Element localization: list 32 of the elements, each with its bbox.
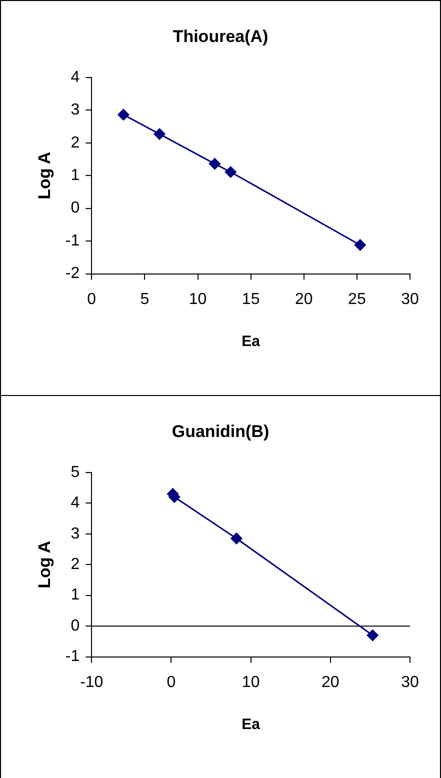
x-axis-title: Ea <box>242 333 261 350</box>
x-tick-label: 25 <box>348 290 366 308</box>
x-tick-label: -10 <box>80 674 104 691</box>
x-tick-label: 20 <box>322 674 340 691</box>
y-tick-label: 2 <box>70 556 80 574</box>
x-tick-label: 30 <box>401 674 419 691</box>
x-axis-title: Ea <box>242 716 261 734</box>
y-axis-title: Log A <box>34 152 54 200</box>
y-tick-label: 4 <box>70 68 80 86</box>
x-tick-label: 0 <box>87 290 96 308</box>
y-tick-label: 4 <box>70 494 80 512</box>
x-tick-label: 5 <box>140 290 150 308</box>
chart-title: Guanidin(B) <box>172 422 270 441</box>
y-axis-title: Log A <box>34 540 54 588</box>
x-tick-label: 15 <box>242 290 260 308</box>
y-tick-label: -1 <box>65 232 80 250</box>
y-tick-label: 1 <box>70 167 80 184</box>
y-tick-label: -2 <box>65 265 80 282</box>
y-tick-label: 3 <box>70 102 80 119</box>
x-tick-label: 30 <box>401 290 419 308</box>
y-tick-label: 0 <box>70 617 80 634</box>
y-tick-label: -1 <box>65 648 80 666</box>
x-tick-label: 10 <box>188 290 207 308</box>
y-tick-label: 3 <box>70 525 80 542</box>
y-tick-label: 0 <box>70 200 80 217</box>
y-tick-label: 1 <box>70 586 80 604</box>
x-tick-label: 10 <box>242 674 260 691</box>
chart-title: Thiourea(A) <box>172 26 268 46</box>
x-tick-label: 20 <box>294 290 313 308</box>
x-tick-label: 0 <box>166 674 176 691</box>
y-tick-label: 2 <box>70 134 80 152</box>
y-tick-label: 5 <box>70 464 80 481</box>
